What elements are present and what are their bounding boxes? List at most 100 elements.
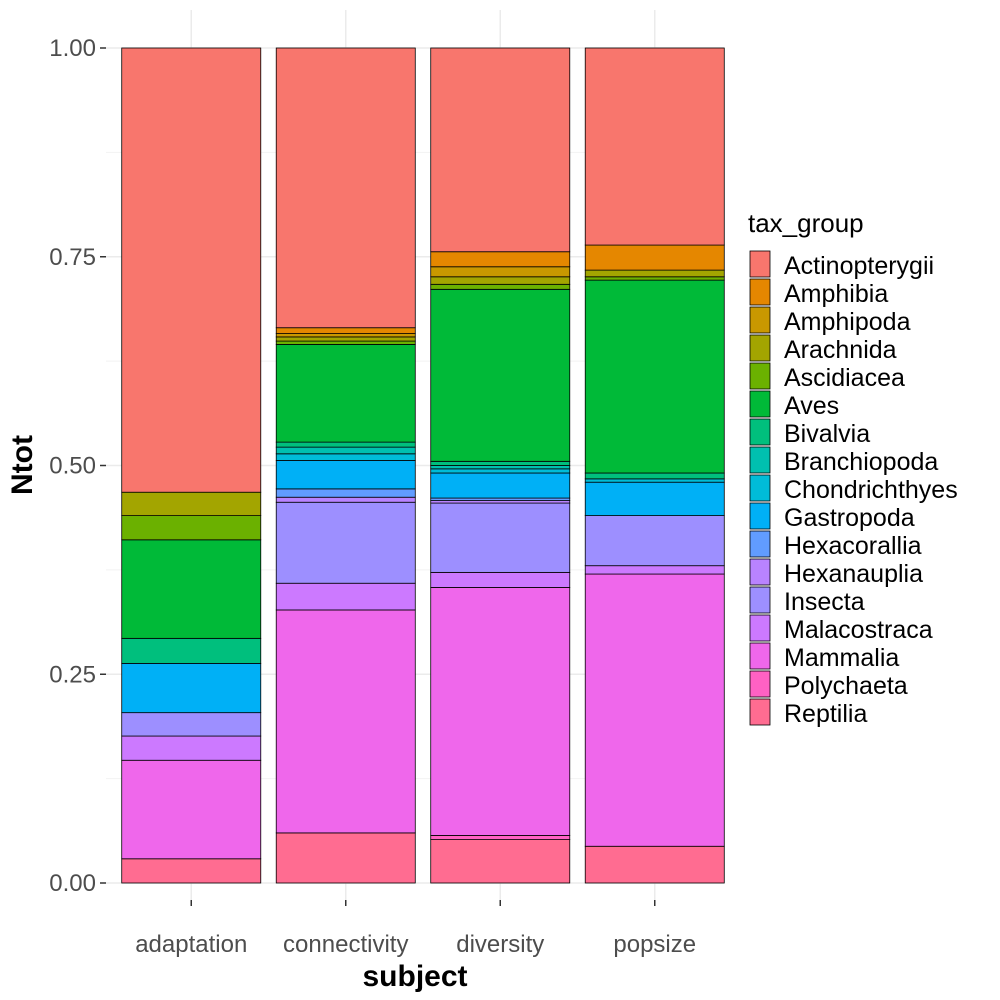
y-tick-label: 0.25	[49, 661, 96, 688]
x-axis-title: subject	[362, 960, 467, 993]
bar-segment	[121, 637, 262, 664]
legend: tax_group ActinopterygiiAmphibiaAmphipod…	[748, 208, 958, 728]
bar-segment	[121, 491, 262, 517]
bar-segment	[121, 515, 262, 541]
bar-segment	[430, 472, 571, 499]
legend-label: Malacostraca	[784, 616, 933, 644]
legend-key	[749, 698, 771, 726]
bar-segment	[584, 515, 725, 567]
y-axis: 0.00 0.25 0.50 0.75 1.00	[49, 35, 106, 897]
bar-segment	[430, 835, 571, 840]
bar-segment	[430, 283, 571, 290]
legend-key	[749, 390, 771, 418]
bar-segment	[430, 276, 571, 285]
legend-key	[749, 362, 771, 390]
bar-segment	[121, 47, 262, 493]
bar-segment	[584, 244, 725, 271]
legend-key	[749, 586, 771, 614]
bar-segment	[275, 327, 416, 334]
bar-segment	[275, 47, 416, 329]
legend-key	[749, 502, 771, 530]
bar-segment	[275, 609, 416, 834]
bar-segment	[275, 460, 416, 490]
legend-title: tax_group	[748, 208, 864, 238]
x-tick-label: adaptation	[135, 931, 247, 958]
bar-segment	[121, 539, 262, 639]
bar-segment	[430, 468, 571, 474]
legend-label: Hexanauplia	[784, 560, 923, 588]
legend-key	[749, 278, 771, 306]
legend-label: Amphipoda	[784, 308, 911, 336]
bar-segment	[275, 453, 416, 461]
bar-segment	[275, 340, 416, 345]
bar-segment	[584, 47, 725, 246]
bar-segment	[275, 333, 416, 338]
bar-segment	[275, 336, 416, 342]
x-axis: adaptation connectivity diversity popsize	[135, 900, 696, 958]
legend-label: Branchiopoda	[784, 448, 938, 476]
bar-segment	[430, 266, 571, 278]
bar-segment	[275, 501, 416, 584]
bar-segment	[430, 839, 571, 884]
bar-segment	[121, 858, 262, 884]
legend-label: Insecta	[784, 588, 865, 616]
bar-segment	[121, 662, 262, 714]
bar-segment	[584, 845, 725, 884]
bar-segment	[275, 446, 416, 455]
legend-label: Amphibia	[784, 280, 888, 308]
legend-label: Gastropoda	[784, 504, 915, 532]
legend-key	[749, 642, 771, 670]
bar-segment	[584, 472, 725, 480]
bar-segment	[584, 478, 725, 483]
bar-segment	[430, 465, 571, 470]
legend-key	[749, 558, 771, 586]
bar-segment	[584, 279, 725, 474]
legend-label: Arachnida	[784, 336, 897, 364]
bars	[121, 47, 725, 884]
legend-label: Chondrichthyes	[784, 476, 958, 504]
legend-label: Polychaeta	[784, 672, 908, 700]
legend-label: Ascidiacea	[784, 364, 905, 392]
legend-key	[749, 250, 771, 278]
legend-label: Reptilia	[784, 700, 867, 728]
legend-key	[749, 446, 771, 474]
bar-segment	[430, 47, 571, 253]
legend-key	[749, 670, 771, 698]
y-axis-title: Ntot	[6, 435, 39, 495]
legend-label: Aves	[784, 392, 839, 420]
y-tick-label: 0.75	[49, 244, 96, 271]
bar-segment	[430, 587, 571, 836]
bar-segment	[430, 460, 571, 466]
y-tick-label: 1.00	[49, 35, 96, 62]
legend-label: Bivalvia	[784, 420, 870, 448]
bar-segment	[430, 288, 571, 462]
x-tick-label: popsize	[613, 931, 696, 958]
legend-key	[749, 614, 771, 642]
bar-segment	[430, 571, 571, 588]
x-tick-label: connectivity	[283, 931, 408, 958]
legend-label: Actinopterygii	[784, 252, 934, 280]
bar-segment	[275, 441, 416, 448]
bar-segment	[275, 496, 416, 503]
legend-key	[749, 418, 771, 446]
bar-segment	[584, 276, 725, 281]
bar-segment	[275, 488, 416, 498]
bar-segment	[121, 735, 262, 761]
bar-segment	[584, 269, 725, 278]
x-tick-label: diversity	[456, 931, 544, 958]
bar-segment	[275, 344, 416, 443]
legend-label: Mammalia	[784, 644, 899, 672]
y-tick-label: 0.00	[49, 870, 96, 897]
bar-segment	[121, 712, 262, 737]
bar-segment	[584, 481, 725, 517]
legend-label: Hexacorallia	[784, 532, 922, 560]
legend-key	[749, 306, 771, 334]
legend-key	[749, 530, 771, 558]
bar-segment	[430, 251, 571, 268]
bar-segment	[584, 565, 725, 575]
bar-segment	[121, 759, 262, 860]
y-tick-label: 0.50	[49, 453, 96, 480]
legend-key	[749, 334, 771, 362]
bar-segment	[430, 502, 571, 573]
